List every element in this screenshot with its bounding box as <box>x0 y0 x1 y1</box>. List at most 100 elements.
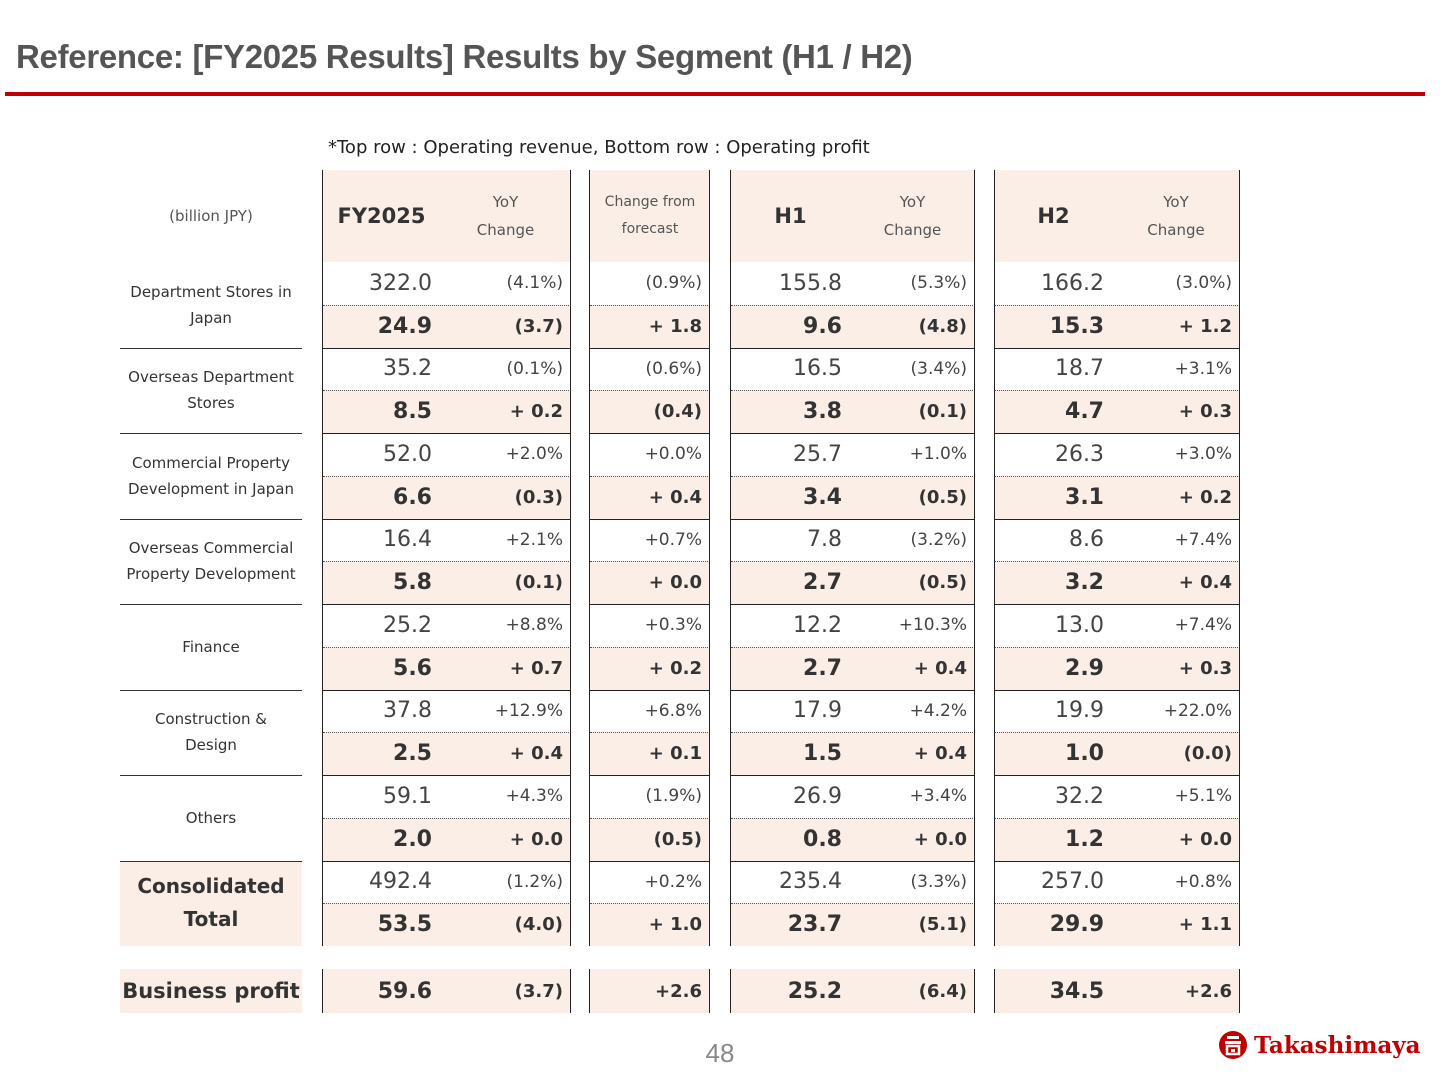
profit-forecast-change: + 0.2 <box>590 646 710 690</box>
row-divider <box>323 304 571 306</box>
row-divider <box>323 475 571 477</box>
profit-h1-yoy: + 0.4 <box>850 732 975 775</box>
revenue-fy2025: 35.2 <box>323 347 440 391</box>
segment-label: Others <box>120 775 302 861</box>
segment-divider <box>590 775 710 776</box>
header-h2: H2 <box>995 170 1112 262</box>
takashimaya-emblem-icon <box>1219 1031 1247 1059</box>
table-note: *Top row : Operating revenue, Bottom row… <box>328 137 870 158</box>
row-divider <box>590 304 710 306</box>
row-divider <box>590 475 710 477</box>
segment-divider <box>590 433 710 434</box>
revenue-h1-yoy: +4.2% <box>850 689 975 733</box>
segment-divider <box>590 860 710 862</box>
page-title: Reference: [FY2025 Results] Results by S… <box>16 38 913 75</box>
header-line: YoY <box>1163 193 1189 211</box>
segment-label: Finance <box>120 604 302 690</box>
revenue-h1: 155.8 <box>731 262 850 305</box>
segment-label-line: Overseas Department <box>128 368 294 387</box>
profit-fy-yoy: + 0.7 <box>440 646 571 690</box>
profit-h1: 3.8 <box>731 390 850 433</box>
profit-fy-yoy: (3.7) <box>440 304 571 348</box>
profit-h1: 3.4 <box>731 475 850 519</box>
revenue-fy-yoy: +4.3% <box>440 775 571 818</box>
header-fy2025: FY2025 <box>323 170 440 262</box>
row-divider <box>590 732 710 734</box>
profit-h2: 2.9 <box>995 646 1112 690</box>
profit-fy2025: 5.8 <box>323 561 440 604</box>
profit-fy-yoy: + 0.0 <box>440 817 571 861</box>
profit-fy-yoy: (0.3) <box>440 475 571 519</box>
segment-label-line: Japan <box>190 308 232 327</box>
revenue-h2: 166.2 <box>995 262 1112 305</box>
profit-h2-yoy: + 0.2 <box>1112 475 1240 519</box>
row-divider <box>590 903 710 905</box>
revenue-h2-yoy: +22.0% <box>1112 689 1240 733</box>
row-divider <box>590 390 710 392</box>
segment-divider <box>995 518 1240 520</box>
revenue-h1-yoy: +3.4% <box>850 775 975 818</box>
profit-fy2025: 5.6 <box>323 646 440 690</box>
segment-label: Construction & Design <box>120 690 302 776</box>
profit-h1: 2.7 <box>731 646 850 690</box>
revenue-h1-yoy: (3.4%) <box>850 347 975 391</box>
column-border <box>994 170 995 946</box>
row-divider <box>590 817 710 819</box>
logo-wordmark: Takashimaya <box>1254 1031 1421 1059</box>
row-divider <box>731 732 975 734</box>
revenue-h2: 26.3 <box>995 433 1112 476</box>
profit-forecast-change: + 0.1 <box>590 732 710 775</box>
profit-fy-yoy: (0.1) <box>440 561 571 604</box>
column-border <box>709 969 710 1013</box>
revenue-h1-yoy: +10.3% <box>850 604 975 647</box>
segment-label: Overseas Commercial Property Development <box>120 519 302 605</box>
row-divider <box>731 646 975 648</box>
revenue-h2: 18.7 <box>995 347 1112 391</box>
profit-fy2025: 2.0 <box>323 817 440 861</box>
profit-h2: 1.0 <box>995 732 1112 775</box>
segment-label-divider <box>120 433 302 434</box>
business-profit-label: Business profit <box>120 969 302 1013</box>
profit-h2-yoy: + 0.4 <box>1112 561 1240 604</box>
row-divider <box>995 475 1240 477</box>
revenue-fy2025: 59.1 <box>323 775 440 818</box>
revenue-fy2025: 322.0 <box>323 262 440 305</box>
profit-h1-yoy: + 0.0 <box>850 817 975 861</box>
segment-divider <box>323 775 571 776</box>
revenue-h2: 32.2 <box>995 775 1112 818</box>
row-divider <box>995 304 1240 306</box>
segment-divider <box>995 689 1240 691</box>
segment-divider <box>323 518 571 520</box>
business-profit-forecast-change: +2.6 <box>590 969 710 1013</box>
revenue-h2: 19.9 <box>995 689 1112 733</box>
revenue-h2: 8.6 <box>995 518 1112 562</box>
segment-label-line: Total <box>183 907 239 932</box>
header-h1: H1 <box>731 170 850 262</box>
profit-fy-yoy: + 0.4 <box>440 732 571 775</box>
revenue-forecast-change: (0.6%) <box>590 347 710 391</box>
segment-label-line: Department Stores in <box>130 282 292 301</box>
segment-divider <box>731 518 975 520</box>
header-fy-yoy: YoY Change <box>440 170 571 262</box>
profit-forecast-change: + 0.0 <box>590 561 710 604</box>
row-divider <box>731 475 975 477</box>
profit-h1: 9.6 <box>731 304 850 348</box>
segment-label: Consolidated Total <box>120 860 302 946</box>
revenue-fy-yoy: +2.1% <box>440 518 571 562</box>
revenue-h2-yoy: +3.1% <box>1112 347 1240 391</box>
segment-divider <box>323 433 571 434</box>
revenue-fy2025: 37.8 <box>323 689 440 733</box>
revenue-forecast-change: (0.9%) <box>590 262 710 305</box>
profit-h1-yoy: (0.1) <box>850 390 975 433</box>
profit-h1-yoy: (4.8) <box>850 304 975 348</box>
row-divider <box>995 561 1240 563</box>
profit-h1-yoy: (0.5) <box>850 475 975 519</box>
revenue-forecast-change: +0.7% <box>590 518 710 562</box>
row-divider <box>731 903 975 905</box>
segment-divider <box>731 860 975 862</box>
profit-h1: 23.7 <box>731 903 850 946</box>
header-line: Change <box>883 221 942 239</box>
row-divider <box>731 817 975 819</box>
row-divider <box>323 390 571 392</box>
profit-fy2025: 8.5 <box>323 390 440 433</box>
